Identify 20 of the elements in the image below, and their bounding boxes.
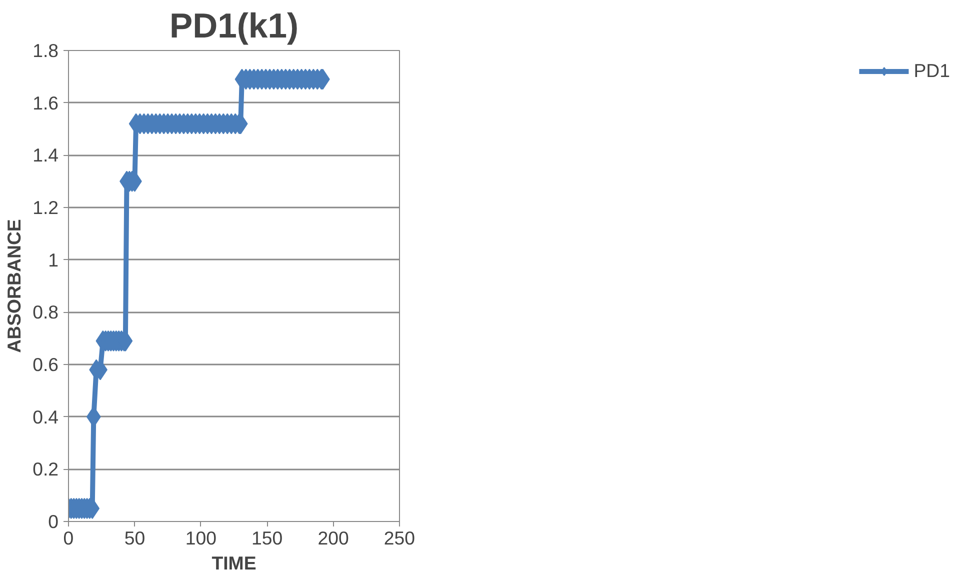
legend-label: PD1 [914,60,950,82]
y-tick-label: 0.4 [32,406,59,428]
chart-title: PD1(k1) [169,8,299,46]
x-tick-label: 250 [384,528,416,548]
y-tick-label: 0.8 [32,302,59,323]
x-tick-label: 100 [185,528,216,548]
y-axis-title: ABSORBANCE [4,219,25,353]
y-tick-label: 1.6 [32,92,59,114]
x-tick-label: 0 [63,528,74,548]
y-tick-label: 0 [48,511,59,532]
y-tick-label: 1 [48,249,59,270]
y-tick-label: 0.6 [32,354,59,375]
x-tick-label: 150 [252,528,283,548]
x-tick-label: 50 [124,528,146,548]
x-axis-title: TIME [212,552,256,574]
y-tick-label: 1.4 [32,144,59,166]
y-tick-label: 0.2 [32,458,59,480]
y-tick-label: 1.8 [32,40,59,61]
x-tick-label: 200 [318,528,349,548]
y-tick-label: 1.2 [32,197,59,218]
